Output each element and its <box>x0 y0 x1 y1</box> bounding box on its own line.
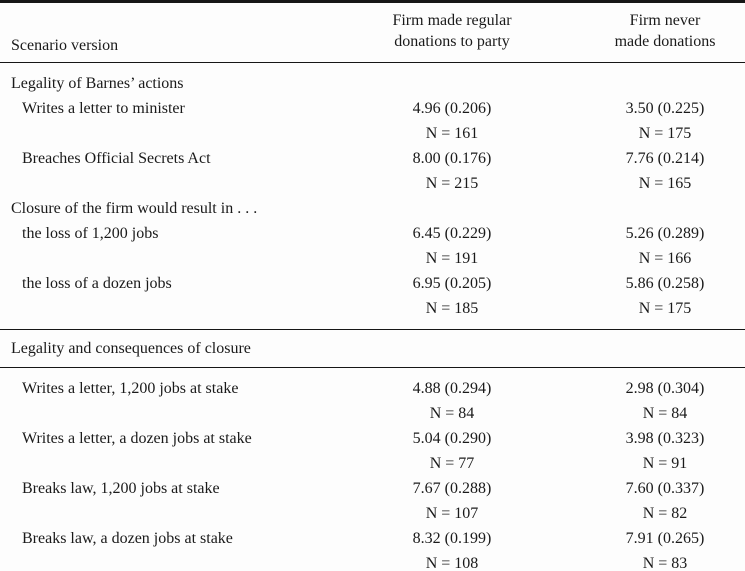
header-nondonor-column: Firm never made donations <box>585 1 745 63</box>
donor-mean-se: 6.95 (0.205) <box>412 274 492 292</box>
donor-mean-se: 8.00 (0.176) <box>412 149 492 167</box>
row-label: the loss of a dozen jobs <box>22 274 172 292</box>
nondonor-mean-se: 7.60 (0.337) <box>625 479 705 497</box>
row-label-empty <box>0 246 319 271</box>
donor-n: N = 215 <box>425 174 479 192</box>
row-label-empty <box>0 171 319 196</box>
table-row-n: N = 185 N = 175 <box>0 296 745 330</box>
nondonor-mean-se: 5.86 (0.258) <box>625 274 705 292</box>
nondonor-n: N = 175 <box>638 124 692 142</box>
section-header-legality: Legality of Barnes’ actions <box>0 63 745 97</box>
table-row-n: N = 191 N = 166 <box>0 246 745 271</box>
row-label: the loss of 1,200 jobs <box>22 224 159 242</box>
header-scenario-version: Scenario version <box>0 1 319 63</box>
table-row-n: N = 108 N = 83 <box>0 551 745 571</box>
donor-n: N = 84 <box>429 404 475 422</box>
table-body: Legality of Barnes’ actions Writes a let… <box>0 63 745 571</box>
row-label: Breaks law, 1,200 jobs at stake <box>22 479 220 497</box>
table-row-n: N = 84 N = 84 <box>0 401 745 426</box>
donor-n: N = 107 <box>425 504 479 522</box>
nondonor-n: N = 83 <box>642 554 688 571</box>
nondonor-mean-se: 7.91 (0.265) <box>625 529 705 547</box>
table-row: Breaks law, a dozen jobs at stake 8.32 (… <box>0 526 745 551</box>
row-label-empty <box>0 451 319 476</box>
row-label-empty <box>0 401 319 426</box>
nondonor-n: N = 175 <box>638 299 692 317</box>
table-row: the loss of a dozen jobs 6.95 (0.205) 5.… <box>0 271 745 296</box>
table-row-n: N = 161 N = 175 <box>0 121 745 146</box>
header-donor-line2: donations to party <box>394 33 510 50</box>
row-label-empty <box>0 501 319 526</box>
nondonor-mean-se: 2.98 (0.304) <box>625 379 705 397</box>
header-donor-line1: Firm made regular <box>392 12 512 29</box>
table-header: Scenario version Firm made regular donat… <box>0 1 745 63</box>
donor-n: N = 161 <box>425 124 479 142</box>
donor-n: N = 108 <box>425 554 479 571</box>
section-title: Legality of Barnes’ actions <box>11 74 184 92</box>
nondonor-mean-se: 7.76 (0.214) <box>625 149 705 167</box>
table-row: Breaches Official Secrets Act 8.00 (0.17… <box>0 146 745 171</box>
row-label-empty <box>0 121 319 146</box>
row-label-empty <box>0 296 319 330</box>
header-donor-column: Firm made regular donations to party <box>319 1 585 63</box>
donor-mean-se: 5.04 (0.290) <box>412 429 492 447</box>
section-title: Legality and consequences of closure <box>0 329 745 368</box>
section-title: Closure of the firm would result in . . … <box>11 199 258 217</box>
nondonor-n: N = 165 <box>638 174 692 192</box>
donor-n: N = 185 <box>425 299 479 317</box>
table-row: Writes a letter to minister 4.96 (0.206)… <box>0 96 745 121</box>
row-label: Breaks law, a dozen jobs at stake <box>22 529 233 547</box>
nondonor-mean-se: 5.26 (0.289) <box>625 224 705 242</box>
header-nondonor-line1: Firm never <box>629 12 701 29</box>
table-row-n: N = 107 N = 82 <box>0 501 745 526</box>
header-row: Scenario version Firm made regular donat… <box>0 1 745 63</box>
table-row-n: N = 77 N = 91 <box>0 451 745 476</box>
donor-n: N = 191 <box>425 249 479 267</box>
table-row: Writes a letter, a dozen jobs at stake 5… <box>0 426 745 451</box>
row-label: Writes a letter, a dozen jobs at stake <box>22 429 252 447</box>
table-row: the loss of 1,200 jobs 6.45 (0.229) 5.26… <box>0 221 745 246</box>
donor-mean-se: 6.45 (0.229) <box>412 224 492 242</box>
donor-mean-se: 7.67 (0.288) <box>412 479 492 497</box>
nondonor-mean-se: 3.98 (0.323) <box>625 429 705 447</box>
table-row: Writes a letter, 1,200 jobs at stake 4.8… <box>0 368 745 402</box>
row-label-empty <box>0 551 319 571</box>
row-label: Breaches Official Secrets Act <box>22 149 211 167</box>
nondonor-n: N = 166 <box>638 249 692 267</box>
donor-mean-se: 4.88 (0.294) <box>412 379 492 397</box>
donor-mean-se: 8.32 (0.199) <box>412 529 492 547</box>
row-label: Writes a letter, 1,200 jobs at stake <box>22 379 239 397</box>
row-label: Writes a letter to minister <box>22 99 185 117</box>
nondonor-n: N = 82 <box>642 504 688 522</box>
nondonor-n: N = 91 <box>642 454 688 472</box>
table-row: Breaks law, 1,200 jobs at stake 7.67 (0.… <box>0 476 745 501</box>
donor-mean-se: 4.96 (0.206) <box>412 99 492 117</box>
nondonor-n: N = 84 <box>642 404 688 422</box>
nondonor-mean-se: 3.50 (0.225) <box>625 99 705 117</box>
section-header-closure: Closure of the firm would result in . . … <box>0 196 745 221</box>
table-row-n: N = 215 N = 165 <box>0 171 745 196</box>
donor-n: N = 77 <box>429 454 475 472</box>
section-header-legality-consequences: Legality and consequences of closure <box>0 329 745 368</box>
header-nondonor-line2: made donations <box>614 33 716 50</box>
